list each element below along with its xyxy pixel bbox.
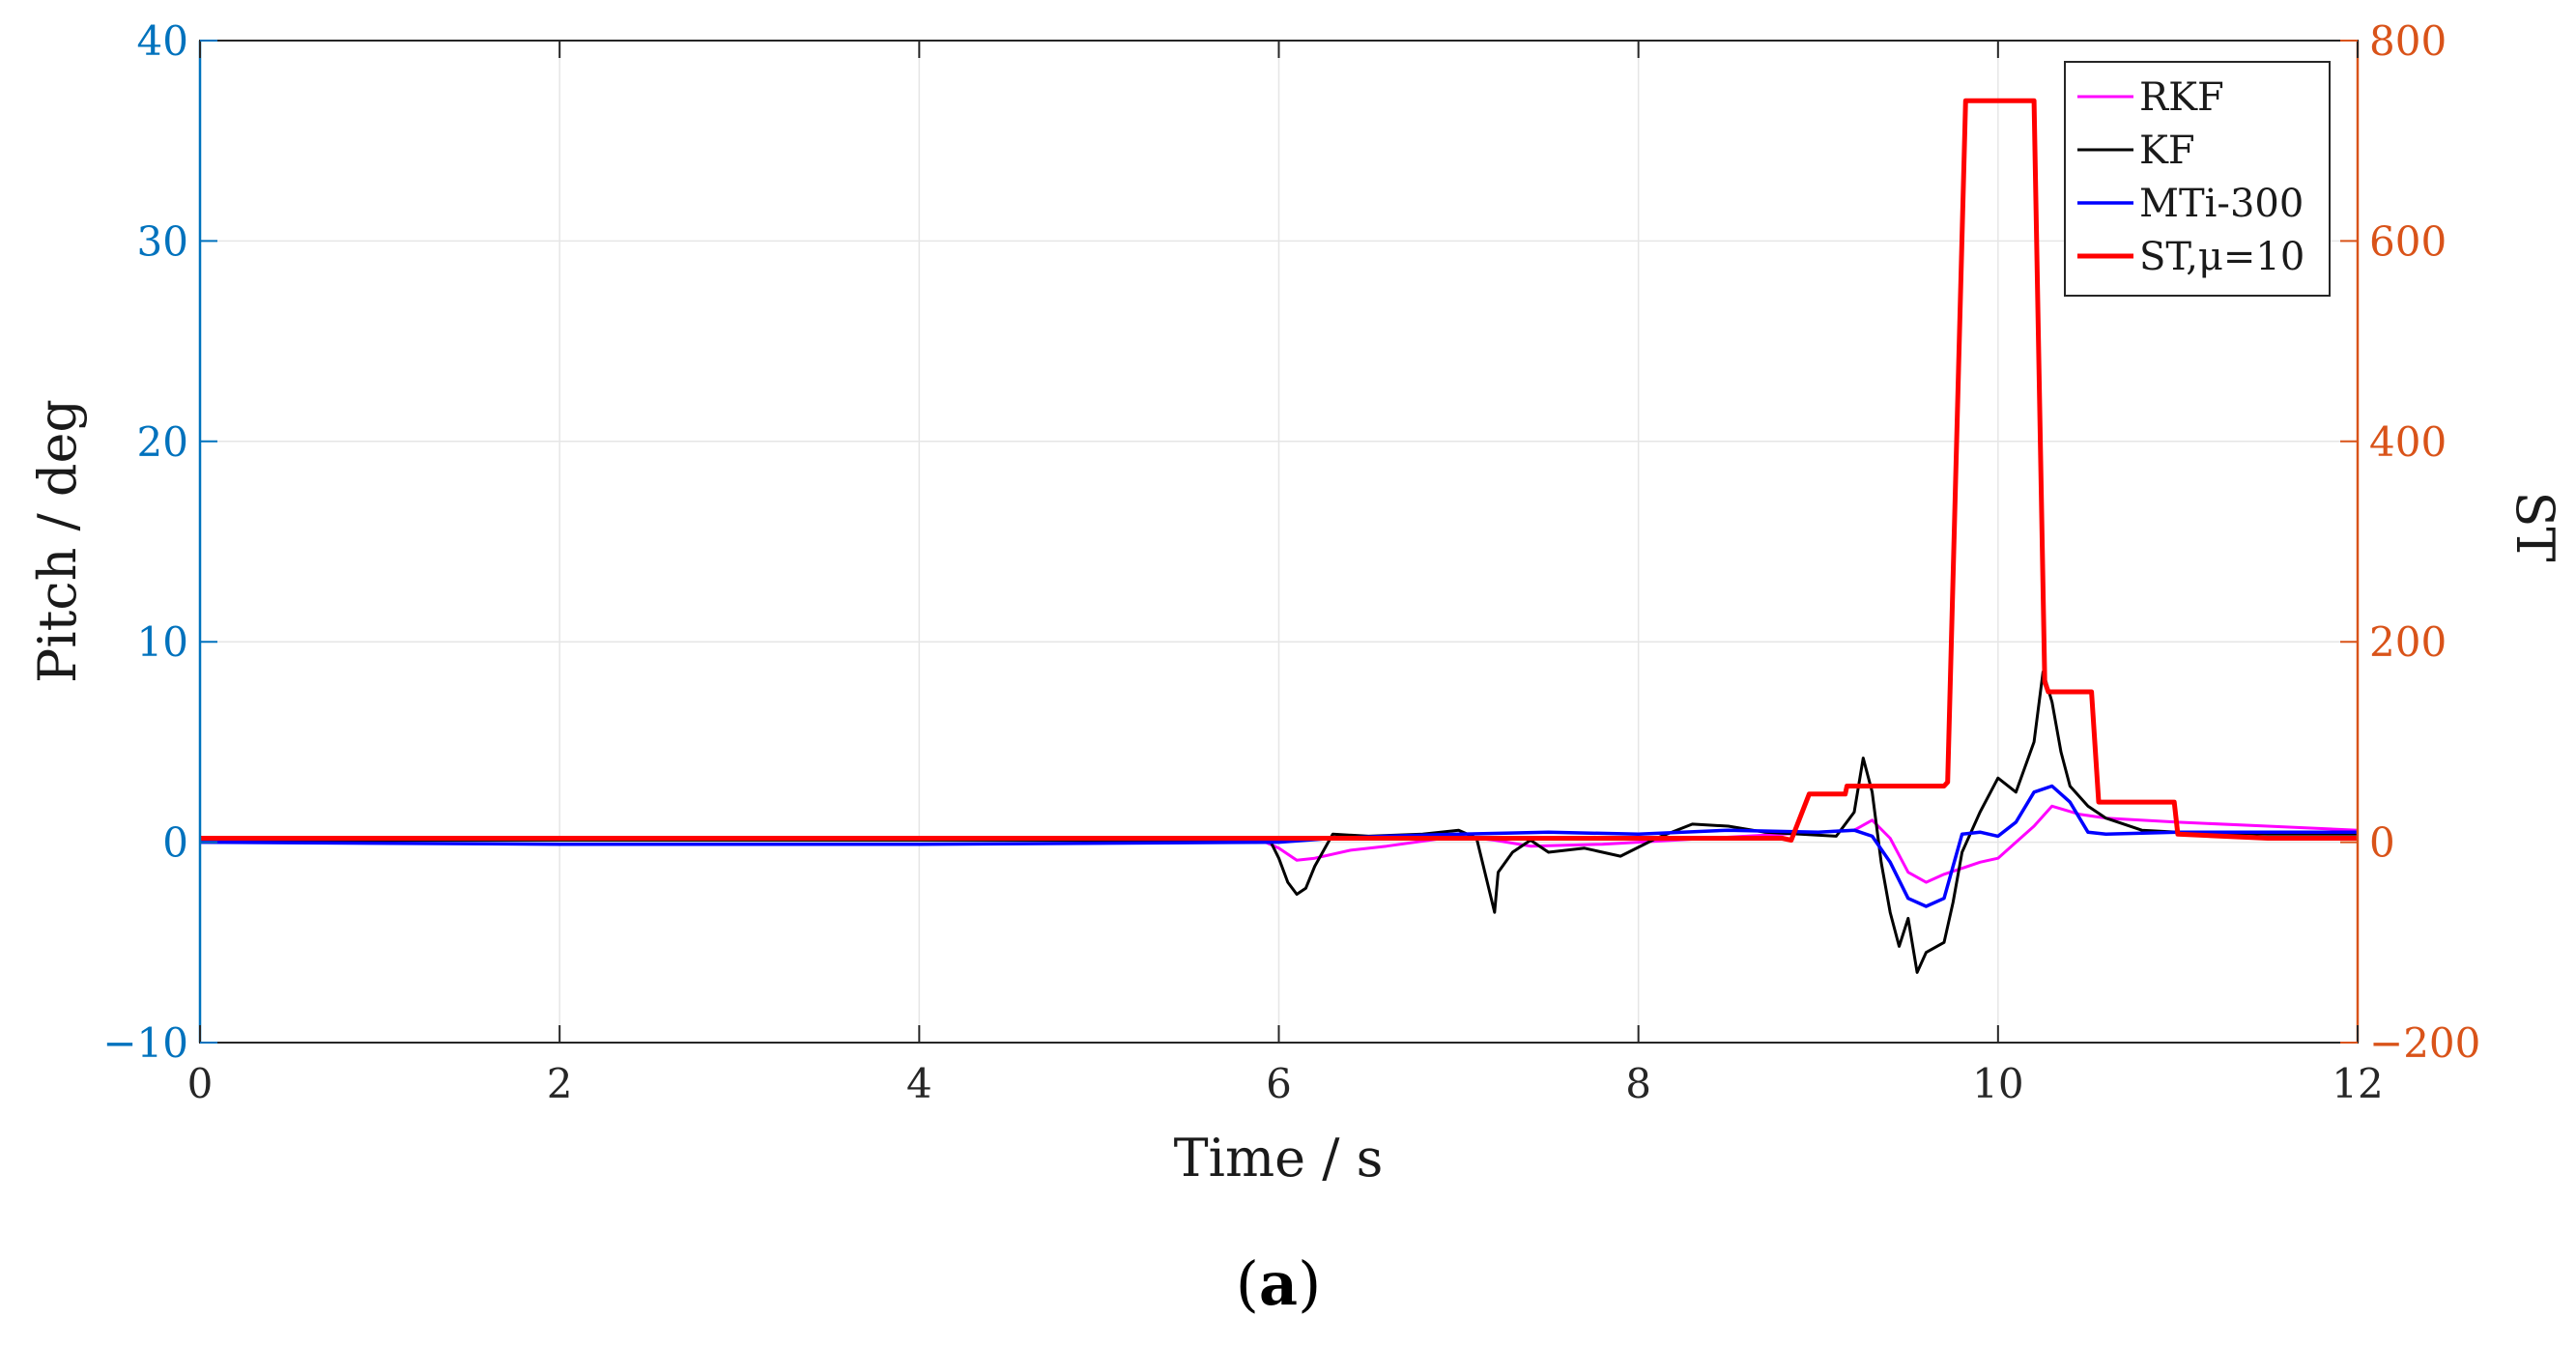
y-tick-label-left: 10 [137,618,188,666]
y-tick-label-left: 20 [137,418,188,466]
legend: RKF KF MTi-300 ST,μ=10 [2064,61,2331,297]
x-tick-label: 10 [1972,1060,2023,1107]
y-tick-label-left: 0 [162,819,188,867]
caption-open: ( [1236,1248,1259,1319]
legend-label-rkf: RKF [2139,75,2224,120]
y-axis-label-right: ST [2504,491,2565,561]
x-tick-label: 6 [1266,1060,1292,1107]
caption: (a) [1236,1248,1322,1319]
y-tick-label-right: 0 [2369,819,2395,867]
legend-label-kf: KF [2139,129,2195,173]
x-tick-label: 12 [2332,1060,2383,1107]
y-tick-label-left: 30 [137,217,188,265]
x-tick-label: 0 [187,1060,214,1107]
y-tick-label-left: −10 [102,1019,188,1067]
legend-label-mti-300: MTi-300 [2139,182,2304,226]
series-line-rkf [200,804,2359,884]
series-layer [199,98,2359,974]
x-tick-label: 8 [1625,1060,1651,1107]
series-line-st-10 [200,98,2358,843]
y-axis-label-left: Pitch / deg [27,399,88,683]
caption-letter: a [1259,1248,1298,1319]
y-tick-label-right: 200 [2369,618,2447,666]
x-tick-label: 4 [906,1060,932,1107]
y-tick-label-left: 40 [137,17,188,65]
y-tick-label-right: 800 [2369,17,2447,65]
y-tick-label-right: 400 [2369,418,2447,466]
x-tick-label: 2 [547,1060,573,1107]
y-tick-label-right: 600 [2369,217,2447,265]
legend-label-st-10: ST,μ=10 [2139,235,2304,279]
y-tick-label-right: −200 [2369,1019,2480,1067]
x-axis-label: Time / s [1174,1128,1384,1188]
caption-close: ) [1298,1248,1321,1319]
